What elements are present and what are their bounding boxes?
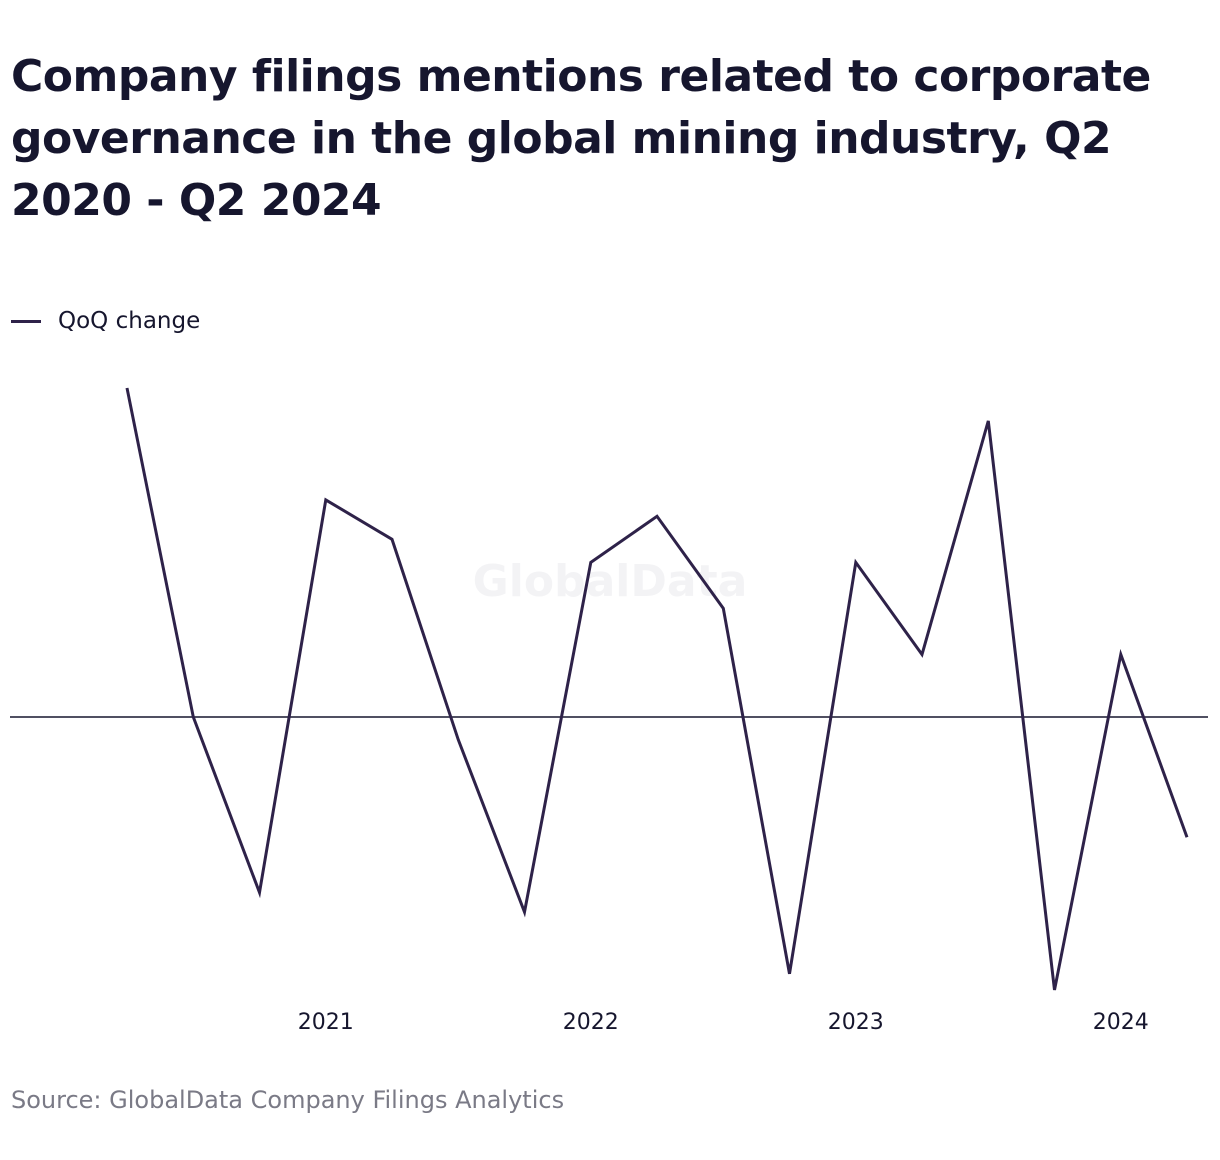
source-note: Source: GlobalData Company Filings Analy… xyxy=(11,1086,565,1114)
legend: QoQ change xyxy=(11,306,200,336)
data-point xyxy=(1049,984,1061,996)
data-point xyxy=(254,887,266,899)
data-point xyxy=(452,734,464,746)
series-line-0 xyxy=(125,387,1189,991)
chart-title: Company filings mentions related to corp… xyxy=(11,51,1151,226)
line-chart: GlobalData 2021 2022 2023 2024 xyxy=(10,382,1208,1035)
legend-label: QoQ change xyxy=(58,308,201,334)
data-point xyxy=(850,556,862,568)
data-point xyxy=(519,906,531,918)
data-point xyxy=(121,382,133,394)
x-tick-label: 2023 xyxy=(828,1010,884,1035)
data-point xyxy=(651,510,663,522)
x-tick-label: 2022 xyxy=(563,1010,619,1035)
x-tick-label: 2021 xyxy=(298,1010,354,1035)
data-point xyxy=(982,415,994,427)
data-point xyxy=(1115,649,1127,661)
watermark: GlobalData xyxy=(473,556,748,607)
data-point xyxy=(187,711,199,723)
series-layer xyxy=(121,382,1193,996)
legend-swatch xyxy=(11,319,41,323)
data-point xyxy=(585,556,597,568)
data-point xyxy=(1181,831,1193,843)
data-point xyxy=(717,602,729,614)
x-tick-labels: 2021 2022 2023 2024 xyxy=(298,1010,1149,1035)
data-point xyxy=(386,533,398,545)
x-tick-label: 2024 xyxy=(1093,1010,1149,1035)
data-point xyxy=(916,649,928,661)
data-point xyxy=(784,968,796,980)
data-point xyxy=(320,494,332,506)
